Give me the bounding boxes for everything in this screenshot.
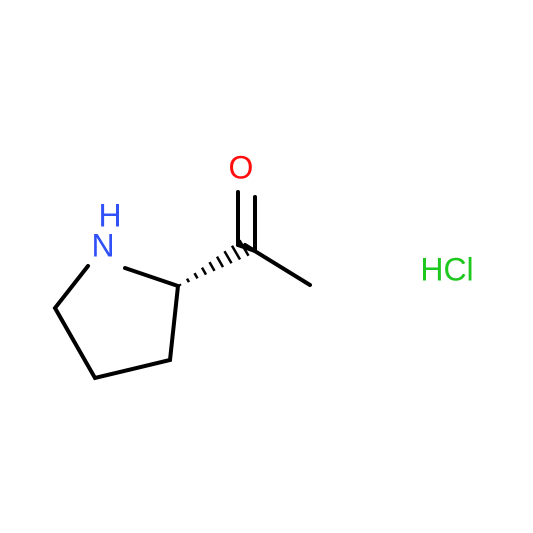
hash-line [223,250,233,264]
bonds [52,190,312,381]
hash-line [193,272,199,279]
hash-line [200,267,208,276]
hashed-wedge [178,239,250,287]
carbonyl-junction [236,243,257,253]
hash-line [208,261,216,272]
pyrrolidine-ring [52,264,181,381]
hash-line [230,245,242,261]
hash-line [215,256,225,268]
atom-label: N [91,227,114,263]
hash-line [238,239,250,257]
salt-label: HCl [420,251,473,287]
atom-label: O [229,149,254,185]
hash-line [178,283,182,287]
hash-line [185,278,191,283]
atom-label: H [98,197,121,233]
